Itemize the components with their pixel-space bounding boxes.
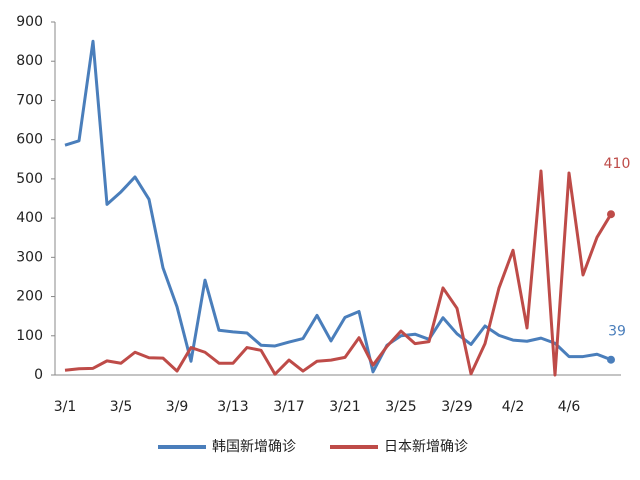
y-tick-label: 800 (16, 53, 43, 69)
series-line (64, 169, 613, 377)
legend-label: 日本新增确诊 (384, 439, 468, 455)
data-label: 410 (604, 156, 631, 172)
end-marker (607, 355, 615, 364)
x-tick-label: 4/2 (502, 399, 525, 415)
x-tick-label: 3/9 (166, 399, 189, 415)
y-tick-label: 300 (16, 249, 43, 265)
y-tick-label: 400 (16, 210, 43, 226)
x-tick-label: 3/29 (441, 399, 472, 415)
end-marker (607, 210, 615, 219)
y-tick-label: 700 (16, 92, 43, 108)
y-tick-label: 900 (16, 14, 43, 30)
x-tick-label: 3/25 (385, 399, 416, 415)
x-tick-label: 4/6 (558, 399, 581, 415)
data-label: 39 (608, 324, 626, 340)
y-tick-label: 200 (16, 289, 43, 305)
y-tick-label: 600 (16, 132, 43, 148)
y-tick-label: 100 (16, 328, 43, 344)
y-tick-label: 500 (16, 171, 43, 187)
series-line (64, 39, 612, 374)
x-tick-label: 3/21 (329, 399, 360, 415)
x-tick-label: 3/1 (54, 399, 77, 415)
x-tick-label: 3/5 (110, 399, 133, 415)
y-tick-label: 0 (34, 367, 43, 383)
x-tick-label: 3/13 (217, 399, 248, 415)
x-tick-label: 3/17 (273, 399, 304, 415)
legend-label: 韩国新增确诊 (212, 439, 296, 455)
